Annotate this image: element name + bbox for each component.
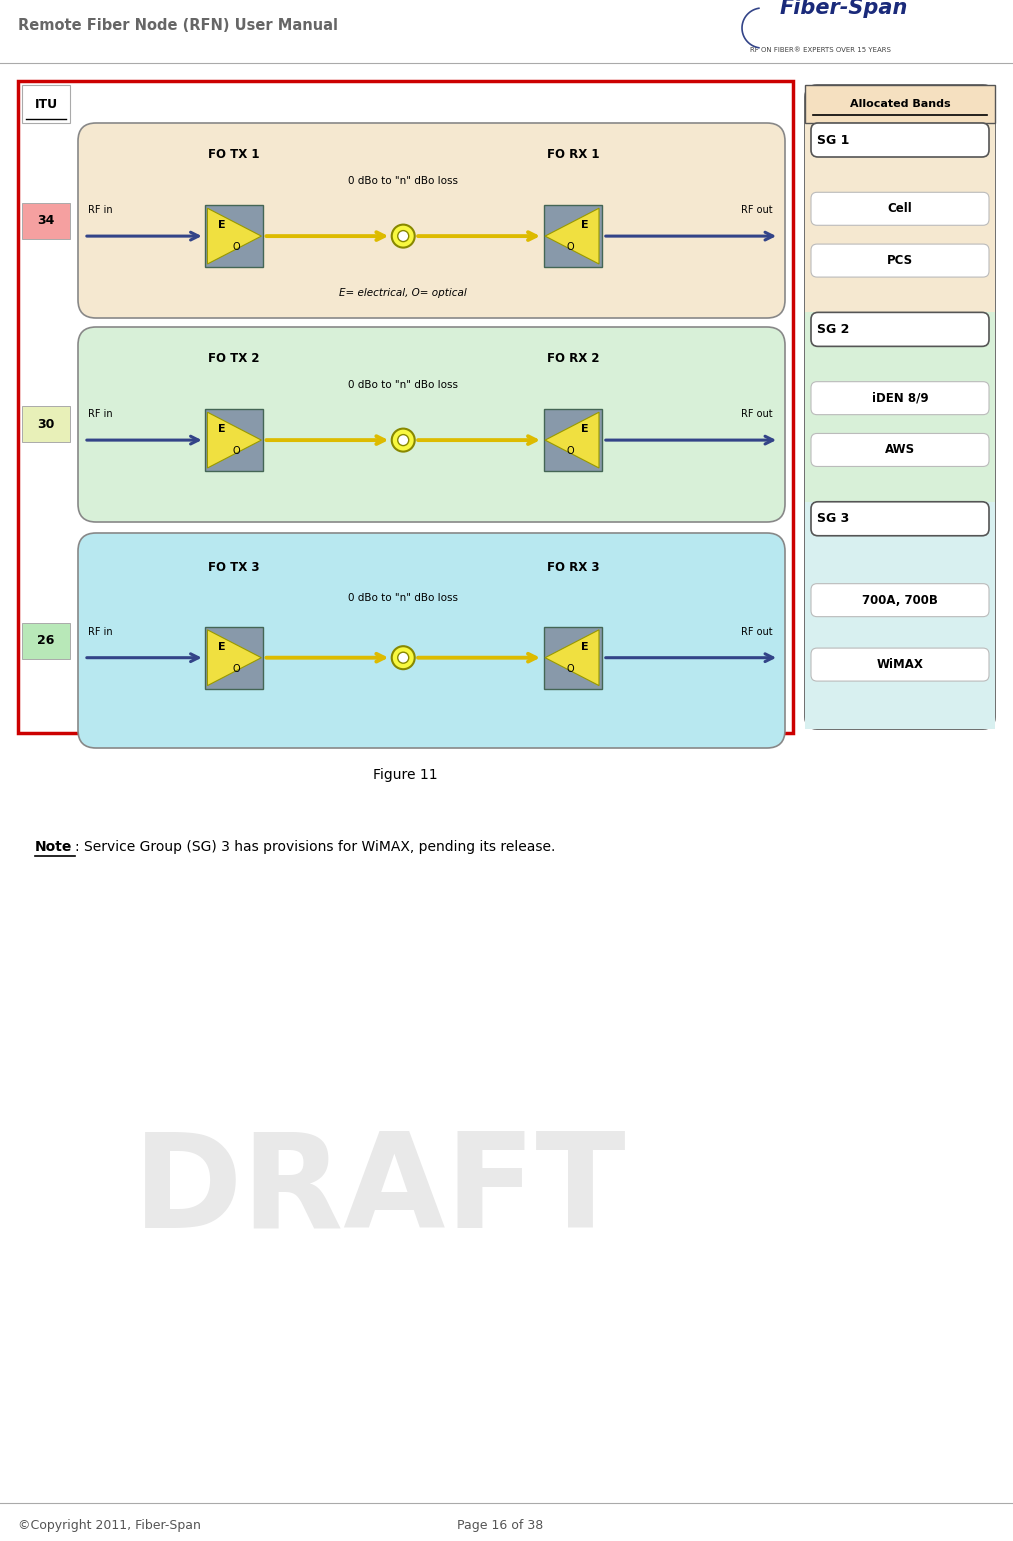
Circle shape xyxy=(398,652,408,663)
Circle shape xyxy=(392,428,414,452)
Bar xyxy=(22,407,70,442)
Text: SG 1: SG 1 xyxy=(817,134,849,146)
Text: E: E xyxy=(218,220,226,230)
Bar xyxy=(544,408,602,472)
Text: SG 2: SG 2 xyxy=(817,324,849,336)
Text: 700A, 700B: 700A, 700B xyxy=(862,593,938,607)
Text: AWS: AWS xyxy=(885,444,915,456)
FancyBboxPatch shape xyxy=(811,193,989,225)
Bar xyxy=(805,313,995,502)
Text: Remote Fiber Node (RFN) User Manual: Remote Fiber Node (RFN) User Manual xyxy=(18,17,338,32)
Bar xyxy=(805,502,995,729)
Bar xyxy=(18,82,793,734)
Bar xyxy=(544,205,602,267)
Text: RF in: RF in xyxy=(88,408,112,419)
Bar xyxy=(205,627,262,689)
Polygon shape xyxy=(545,208,599,264)
Circle shape xyxy=(392,646,414,669)
Text: RF in: RF in xyxy=(88,627,112,636)
Text: RF in: RF in xyxy=(88,205,112,216)
Text: FO TX 3: FO TX 3 xyxy=(208,561,259,573)
Circle shape xyxy=(398,231,408,242)
Text: O: O xyxy=(566,242,573,253)
FancyBboxPatch shape xyxy=(78,123,785,317)
Bar xyxy=(22,202,70,239)
Bar xyxy=(22,85,70,123)
Text: Fiber-Span: Fiber-Span xyxy=(780,0,909,18)
Text: E: E xyxy=(580,220,589,230)
Text: iDEN 8/9: iDEN 8/9 xyxy=(872,391,928,405)
Bar xyxy=(805,85,995,123)
FancyBboxPatch shape xyxy=(78,327,785,522)
Text: FO TX 2: FO TX 2 xyxy=(208,351,259,365)
Text: PCS: PCS xyxy=(887,254,913,267)
Text: RF out: RF out xyxy=(741,408,773,419)
Bar xyxy=(544,627,602,689)
Text: ©Copyright 2011, Fiber-Span: ©Copyright 2011, Fiber-Span xyxy=(18,1518,201,1532)
Text: DRAFT: DRAFT xyxy=(133,1128,627,1254)
Text: O: O xyxy=(233,664,240,673)
Text: Page 16 of 38: Page 16 of 38 xyxy=(457,1518,543,1532)
Text: FO RX 3: FO RX 3 xyxy=(547,561,599,573)
Circle shape xyxy=(392,225,414,248)
Bar xyxy=(22,623,70,658)
Polygon shape xyxy=(208,411,261,468)
Text: FO RX 1: FO RX 1 xyxy=(547,148,599,160)
FancyBboxPatch shape xyxy=(805,85,995,729)
Polygon shape xyxy=(545,630,599,686)
Bar xyxy=(205,205,262,267)
FancyBboxPatch shape xyxy=(811,243,989,277)
FancyBboxPatch shape xyxy=(78,533,785,747)
Bar xyxy=(205,408,262,472)
Text: E: E xyxy=(218,641,226,652)
FancyBboxPatch shape xyxy=(811,313,989,347)
Text: O: O xyxy=(566,447,573,456)
Text: 30: 30 xyxy=(37,418,55,431)
Text: 0 dBo to "n" dBo loss: 0 dBo to "n" dBo loss xyxy=(348,592,458,603)
Circle shape xyxy=(398,435,408,445)
Text: SG 3: SG 3 xyxy=(817,512,849,525)
Polygon shape xyxy=(545,411,599,468)
Text: : Service Group (SG) 3 has provisions for WiMAX, pending its release.: : Service Group (SG) 3 has provisions fo… xyxy=(75,840,555,854)
Text: E: E xyxy=(218,424,226,435)
Text: Note: Note xyxy=(35,840,72,854)
Text: RF ON FIBER® EXPERTS OVER 15 YEARS: RF ON FIBER® EXPERTS OVER 15 YEARS xyxy=(750,46,890,52)
Text: 34: 34 xyxy=(37,214,55,227)
Text: ITU: ITU xyxy=(34,97,58,111)
Text: E: E xyxy=(580,641,589,652)
Text: FO RX 2: FO RX 2 xyxy=(547,351,599,365)
Text: Cell: Cell xyxy=(887,202,913,216)
FancyBboxPatch shape xyxy=(811,123,989,157)
FancyBboxPatch shape xyxy=(811,584,989,616)
FancyBboxPatch shape xyxy=(811,433,989,467)
Text: 0 dBo to "n" dBo loss: 0 dBo to "n" dBo loss xyxy=(348,381,458,390)
Text: 0 dBo to "n" dBo loss: 0 dBo to "n" dBo loss xyxy=(348,177,458,186)
Text: Allocated Bands: Allocated Bands xyxy=(850,99,950,109)
FancyBboxPatch shape xyxy=(811,502,989,536)
Polygon shape xyxy=(208,630,261,686)
Text: O: O xyxy=(233,447,240,456)
Polygon shape xyxy=(208,208,261,264)
FancyBboxPatch shape xyxy=(811,382,989,415)
Text: RF out: RF out xyxy=(741,627,773,636)
Text: E: E xyxy=(580,424,589,435)
Text: RF out: RF out xyxy=(741,205,773,216)
Text: E= electrical, O= optical: E= electrical, O= optical xyxy=(339,288,467,297)
Text: Figure 11: Figure 11 xyxy=(373,767,438,781)
Text: O: O xyxy=(566,664,573,673)
Text: WiMAX: WiMAX xyxy=(876,658,924,670)
Text: 26: 26 xyxy=(37,633,55,647)
Text: FO TX 1: FO TX 1 xyxy=(208,148,259,160)
FancyBboxPatch shape xyxy=(811,649,989,681)
Bar xyxy=(805,123,995,313)
Text: O: O xyxy=(233,242,240,253)
